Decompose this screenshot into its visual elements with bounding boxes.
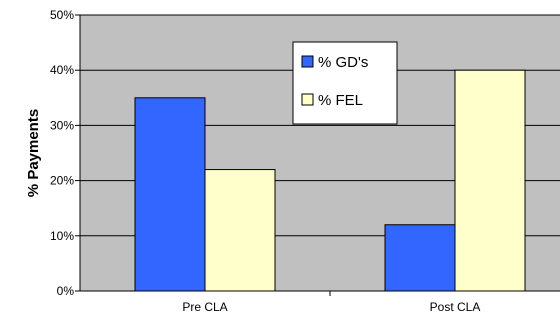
bar bbox=[204, 169, 276, 292]
legend-label: % GD's bbox=[318, 54, 368, 71]
legend: % GD's % FEL bbox=[292, 41, 398, 125]
bar bbox=[134, 97, 206, 292]
y-axis-label: % Payments bbox=[25, 109, 42, 197]
legend-label: % FEL bbox=[318, 92, 363, 109]
y-tick-label: 0% bbox=[57, 284, 75, 298]
x-tick-label: Post CLA bbox=[430, 300, 481, 314]
bars bbox=[134, 69, 526, 292]
y-tick-label: 50% bbox=[50, 8, 74, 22]
y-tick-label: 30% bbox=[50, 118, 74, 132]
y-tick-label: 40% bbox=[50, 63, 74, 77]
bar bbox=[384, 224, 456, 292]
x-tick-label: Pre CLA bbox=[182, 300, 227, 314]
x-tick-labels: Pre CLA Post CLA bbox=[182, 300, 480, 314]
axes bbox=[75, 14, 560, 296]
legend-swatch bbox=[301, 93, 314, 106]
y-tick-label: 10% bbox=[50, 229, 74, 243]
bar bbox=[454, 69, 526, 292]
legend-swatch bbox=[301, 55, 314, 68]
y-tick-label: 20% bbox=[50, 174, 74, 188]
y-tick-labels: 0% 10% 20% 30% 40% 50% bbox=[50, 8, 74, 298]
